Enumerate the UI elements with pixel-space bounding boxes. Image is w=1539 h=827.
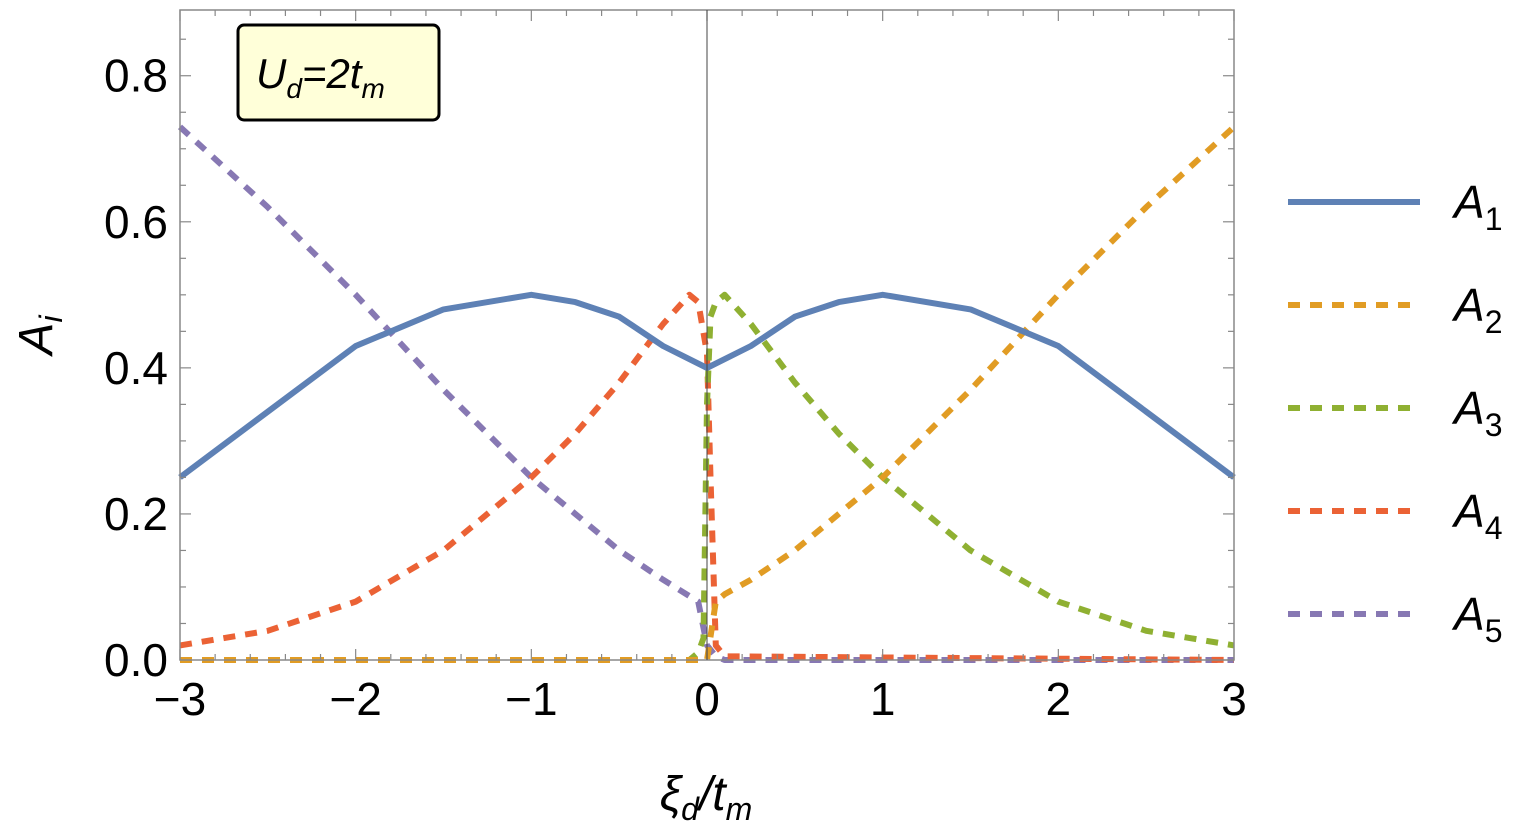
legend-label-A4: A4 bbox=[1451, 485, 1502, 546]
legend-label-A3: A3 bbox=[1451, 382, 1502, 443]
legend-label-A1: A1 bbox=[1451, 176, 1502, 237]
legend: A1 A2 A3 A4 A5 bbox=[1288, 176, 1502, 649]
series-line-A4 bbox=[179, 291, 1235, 663]
y-tick-label: 0.0 bbox=[104, 634, 168, 686]
series-line-A3 bbox=[180, 291, 1235, 663]
annotation-box: Ud=2tm bbox=[236, 23, 441, 122]
legend-label-A2: A2 bbox=[1451, 279, 1502, 340]
x-tick-label: −2 bbox=[329, 673, 381, 725]
legend-label-A5: A5 bbox=[1451, 588, 1502, 649]
annotation-frame bbox=[236, 23, 441, 122]
series-line-A5 bbox=[177, 124, 1234, 663]
x-tick-label: 0 bbox=[694, 673, 720, 725]
x-tick-label: 3 bbox=[1221, 673, 1247, 725]
x-axis-title: ξd/tm bbox=[660, 768, 753, 827]
annotation-text: Ud=2tm bbox=[256, 50, 385, 104]
y-tick-label: 0.2 bbox=[104, 488, 168, 540]
y-tick-label: 0.6 bbox=[104, 196, 168, 248]
ticks-layer: −3 −2 −1 0 1 2 3 0.0 0.2 0.4 0.6 0.8 bbox=[104, 10, 1247, 725]
x-tick-label: −3 bbox=[154, 673, 206, 725]
x-tick-label: 1 bbox=[870, 673, 896, 725]
x-tick-label: −1 bbox=[505, 673, 557, 725]
y-tick-label: 0.4 bbox=[104, 342, 168, 394]
x-tick-label: 2 bbox=[1046, 673, 1072, 725]
y-tick-label: 0.8 bbox=[104, 50, 168, 102]
y-axis-title: Ai bbox=[10, 315, 69, 358]
